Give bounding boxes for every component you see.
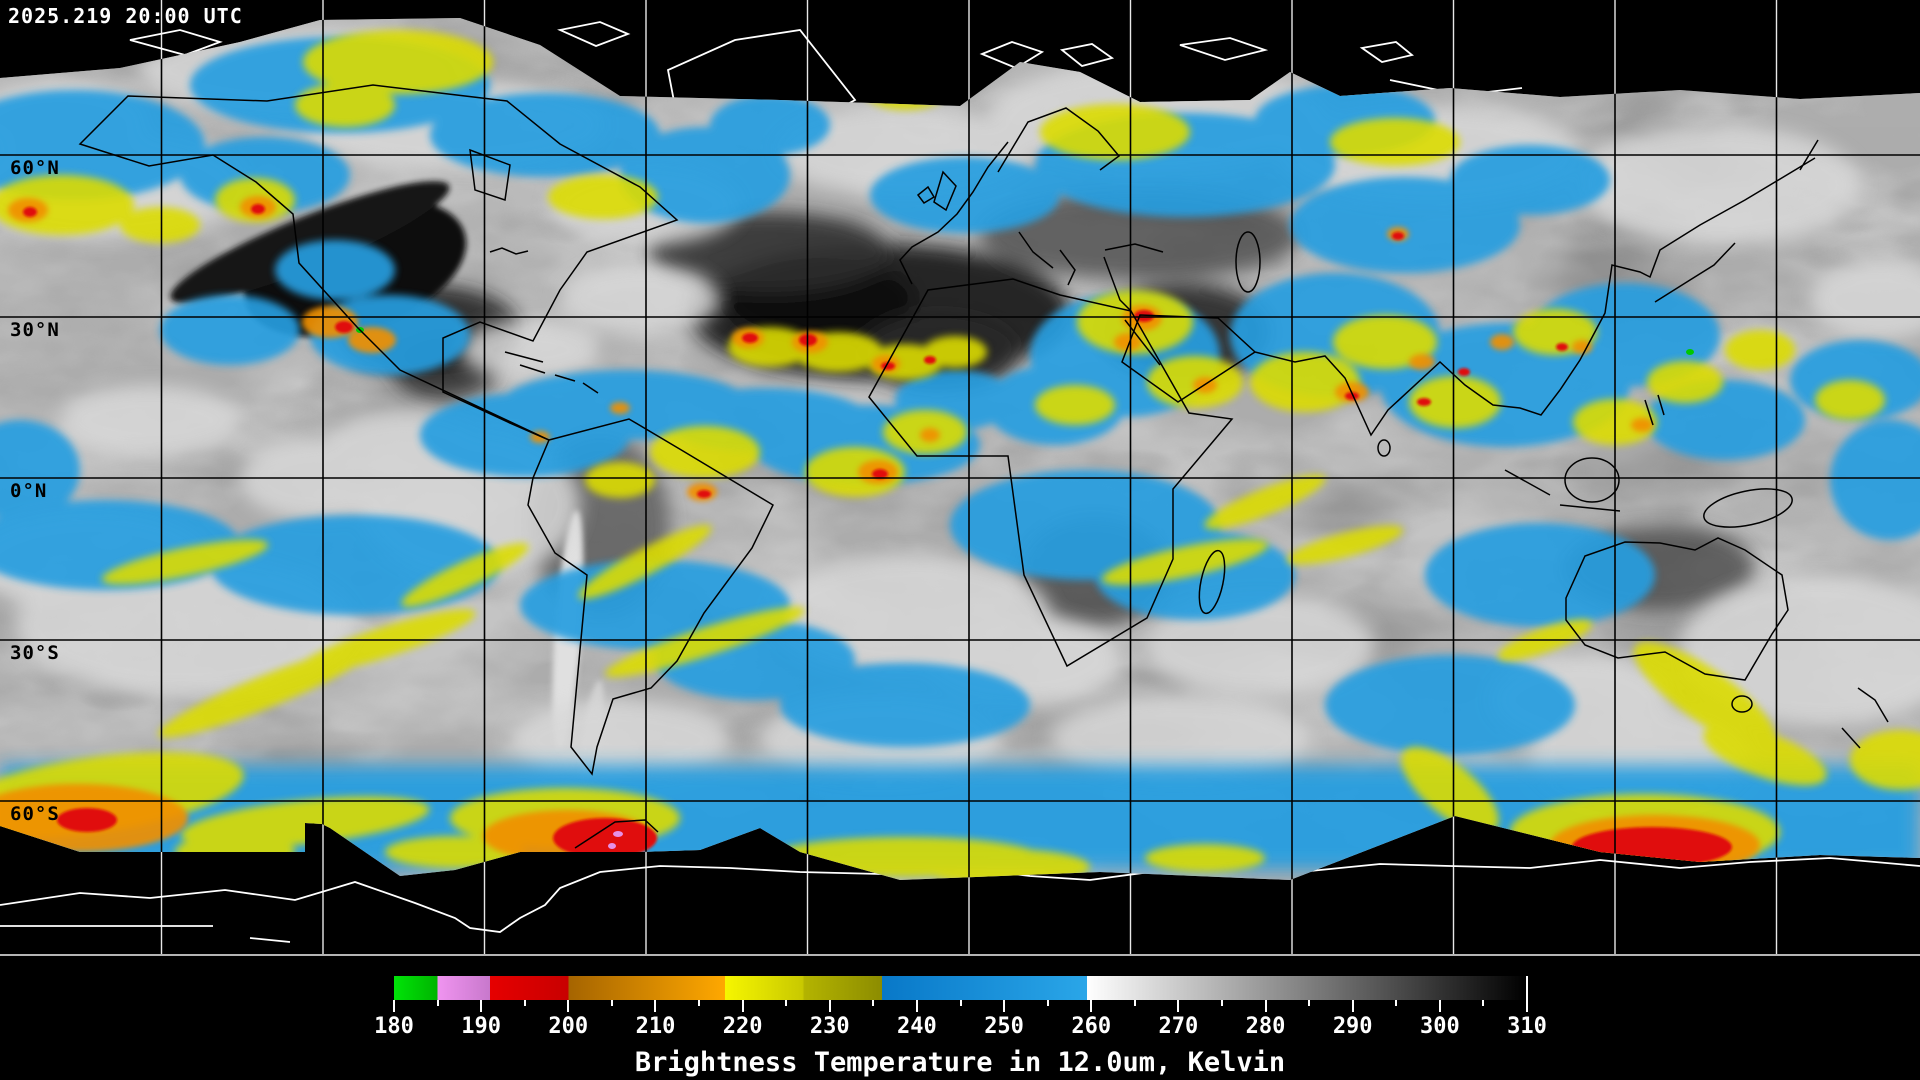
colorbar-tick-label: 290 [1332,1014,1373,1039]
colorbar-minor-tick [610,1000,613,1006]
colorbar-major-tick [1090,1000,1093,1012]
colorbar-major-tick [828,1000,831,1012]
colorbar-tick-label: 260 [1071,1014,1112,1039]
colorbar-gradient [394,976,1527,1000]
colorbar-minor-tick [698,1000,701,1006]
colorbar-minor-tick [1308,1000,1311,1006]
colorbar-major-tick [393,1000,395,1012]
latitude-label: 30°N [10,319,60,341]
colorbar-major-tick [567,1000,570,1012]
colorbar-tick-label: 180 [374,1014,414,1039]
colorbar-major-tick [1003,1000,1006,1012]
americas-coastline [78,84,774,776]
antarctica-outline [0,857,1920,943]
colorbar-major-tick [1351,1000,1354,1012]
colorbar-tick-label: 240 [897,1014,937,1039]
colorbar-tick-label: 300 [1419,1014,1460,1039]
colorbar-tick-label: 210 [635,1014,676,1039]
colorbar-tick-label: 270 [1158,1014,1199,1039]
colorbar-tick-label: 250 [984,1014,1024,1039]
colorbar-major-tick [741,1000,744,1012]
colorbar-minor-tick [1220,1000,1223,1006]
colorbar-minor-tick [959,1000,962,1006]
colorbar-tick-label: 230 [809,1014,850,1039]
latitude-label: 30°S [10,642,60,664]
colorbar-minor-tick [1482,1000,1485,1006]
satellite-data-layer [0,18,1920,880]
tasmania-outline [1731,695,1753,713]
colorbar-major-tick [654,1000,657,1012]
colorbar-minor-tick [1395,1000,1398,1006]
colorbar-end-line [1526,976,1528,1012]
colorbar-minor-tick [785,1000,788,1006]
arctic-islands-outline-east [979,37,1523,96]
colorbar-tick-label: 280 [1245,1014,1286,1039]
africa-europe-coastline [868,107,1234,668]
timestamp-label: 2025.219 20:00 UTC [8,4,243,28]
colorbar-minor-tick [436,1000,439,1006]
colorbar-tick-label: 310 [1507,1014,1547,1039]
colorbar-minor-tick [1133,1000,1136,1006]
colorbar-major-tick [1264,1000,1267,1012]
borneo-outline [1564,457,1620,503]
colorbar-caption: Brightness Temperature in 12.0um, Kelvin [634,1047,1286,1078]
madagascar-outline [1198,549,1226,615]
colorbar-major-tick [1438,1000,1441,1012]
colorbar-major-tick [1177,1000,1180,1012]
latitude-label: 0°N [10,480,48,502]
colorbar-minor-tick [523,1000,526,1006]
latitude-label: 60°S [10,803,60,825]
graticule-over-data [0,18,1920,880]
colorbar-major-tick [480,1000,483,1012]
new-guinea-outline [1703,488,1793,528]
latitude-label: 60°N [10,157,60,179]
colorbar-major-tick [915,1000,918,1012]
colorbar-major-tick [1526,1000,1528,1012]
colorbar-tick-label: 190 [461,1014,502,1039]
colorbar-minor-tick [1046,1000,1049,1006]
caspian-outline [1235,231,1261,293]
sri-lanka-outline [1377,439,1391,457]
colorbar-tick-label: 220 [722,1014,763,1039]
colorbar-tick-label: 200 [548,1014,589,1039]
colorbar-minor-tick [872,1000,875,1006]
